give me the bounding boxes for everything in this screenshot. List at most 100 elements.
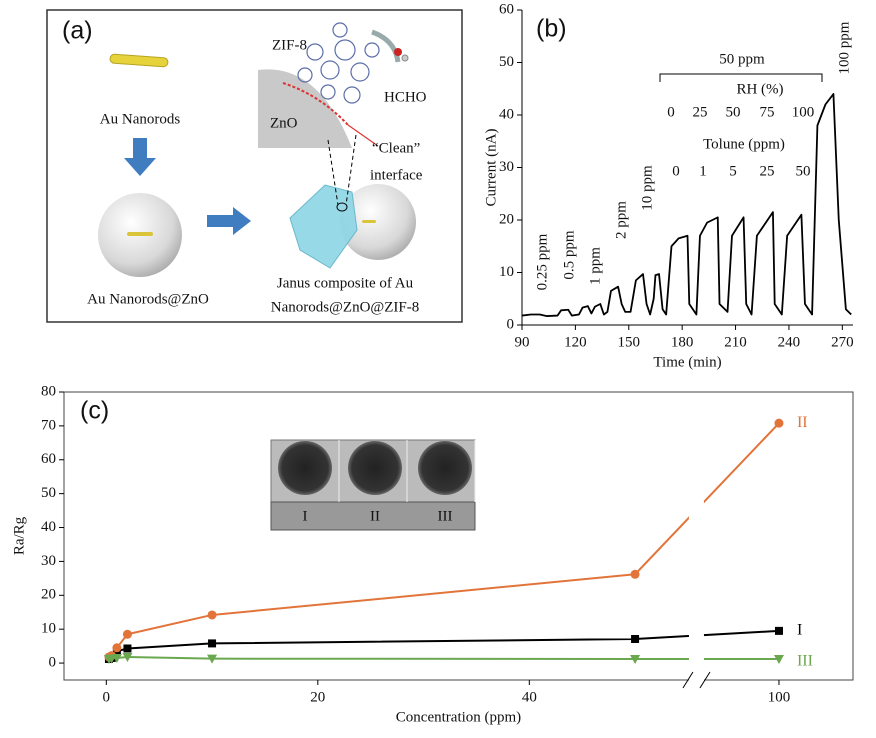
zif-structure xyxy=(297,22,380,104)
y-tick-label: 30 xyxy=(499,159,514,175)
annotation: 10 ppm xyxy=(639,165,655,211)
y-tick-label: 40 xyxy=(499,106,514,122)
x-tick-label: 0 xyxy=(103,689,111,705)
x-tick-label: 20 xyxy=(310,689,325,705)
panel-label: (b) xyxy=(536,15,567,43)
x-tick-label: 90 xyxy=(515,334,530,350)
x-tick-label: 100 xyxy=(768,689,791,705)
annotation: 100 ppm xyxy=(836,21,852,74)
annotation: 50 xyxy=(726,104,741,120)
label: Janus composite of Au xyxy=(277,275,414,291)
y-tick-label: 50 xyxy=(499,54,514,70)
y-tick-label: 50 xyxy=(41,485,56,501)
tem-particle xyxy=(278,441,332,495)
series-line xyxy=(521,93,852,317)
x-tick-label: 120 xyxy=(564,334,587,350)
y-tick-label: 20 xyxy=(499,211,514,227)
arrow xyxy=(124,138,156,176)
inset-label: I xyxy=(303,508,308,524)
y-tick-label: 60 xyxy=(41,451,56,467)
panel-label: (a) xyxy=(62,17,93,45)
annotation: RH (%) xyxy=(736,81,783,97)
molecule xyxy=(394,48,402,56)
inset-label: III xyxy=(438,508,453,524)
zno-region xyxy=(258,69,352,148)
marker xyxy=(122,652,133,662)
break-mark xyxy=(699,671,711,689)
y-axis-label: Ra/Rg xyxy=(11,516,27,555)
label: ZnO xyxy=(270,115,298,131)
y-tick-label: 10 xyxy=(41,621,56,637)
marker xyxy=(122,629,132,639)
y-tick-label: 40 xyxy=(41,519,56,535)
y-tick-label: 0 xyxy=(507,316,515,332)
inset-strip xyxy=(270,501,476,531)
annotation: 25 xyxy=(760,163,775,179)
y-tick-label: 80 xyxy=(41,383,56,399)
zif-crystal xyxy=(289,184,358,269)
marker xyxy=(123,644,132,653)
marker xyxy=(774,626,783,635)
label: Au Nanorods xyxy=(100,111,181,127)
y-axis-label: Current (nA) xyxy=(483,129,499,207)
sphere xyxy=(340,184,416,260)
legend-label: I xyxy=(797,622,802,639)
gas-arrow xyxy=(371,29,401,63)
x-tick-label: 180 xyxy=(671,334,694,350)
annotation: 0 xyxy=(667,104,675,120)
x-tick-label: 40 xyxy=(522,689,537,705)
x-tick-label: 210 xyxy=(724,334,747,350)
nanorod xyxy=(109,53,169,68)
marker xyxy=(112,643,122,653)
inset-label: II xyxy=(370,508,380,524)
x-tick-label: 150 xyxy=(618,334,641,350)
marker xyxy=(773,654,784,664)
marker xyxy=(774,418,784,428)
marker xyxy=(111,653,122,663)
y-tick-label: 30 xyxy=(41,553,56,569)
label: Au Nanorods@ZnO xyxy=(87,291,209,307)
x-tick-label: 270 xyxy=(831,334,854,350)
nanorod xyxy=(127,232,153,236)
label: ZIF-8 xyxy=(272,37,307,53)
annotation: 25 xyxy=(693,104,708,120)
y-tick-label: 20 xyxy=(41,587,56,603)
annotation: 0.25 ppm xyxy=(534,233,550,290)
marker xyxy=(630,654,641,664)
zoom-circle xyxy=(336,202,348,212)
plot-frame xyxy=(63,391,854,681)
x-axis-label: Concentration (ppm) xyxy=(396,709,521,725)
annotation: 50 xyxy=(796,163,811,179)
annotation: 1 xyxy=(699,163,707,179)
interface-line xyxy=(282,82,349,126)
y-tick-label: 10 xyxy=(499,264,514,280)
nanorod xyxy=(362,220,376,223)
label: HCHO xyxy=(384,89,427,105)
marker xyxy=(630,569,640,579)
legend-label: III xyxy=(797,653,813,670)
zoom-line xyxy=(345,134,357,206)
y-tick-label: 70 xyxy=(41,417,56,433)
annotation: 0.5 ppm xyxy=(561,230,577,280)
annotation: 5 xyxy=(729,163,737,179)
axis-break-gap xyxy=(688,393,704,687)
annotation: 0 xyxy=(672,163,680,179)
x-tick-label: 240 xyxy=(778,334,801,350)
zoom-line xyxy=(327,139,339,206)
label: interface xyxy=(370,167,423,183)
annotation: 2 ppm xyxy=(613,201,629,239)
marker xyxy=(631,635,640,644)
legend-label: II xyxy=(797,414,808,431)
annotation: Tolune (ppm) xyxy=(703,136,785,152)
marker xyxy=(207,610,217,620)
label: Nanorods@ZnO@ZIF-8 xyxy=(271,299,419,315)
molecule xyxy=(401,54,409,62)
annotation: 1 ppm xyxy=(587,247,603,285)
marker xyxy=(208,639,217,648)
bracket xyxy=(659,73,823,82)
marker xyxy=(207,654,218,664)
arrow xyxy=(207,207,251,235)
y-tick-label: 60 xyxy=(499,1,514,17)
panel-label: (c) xyxy=(80,397,109,425)
